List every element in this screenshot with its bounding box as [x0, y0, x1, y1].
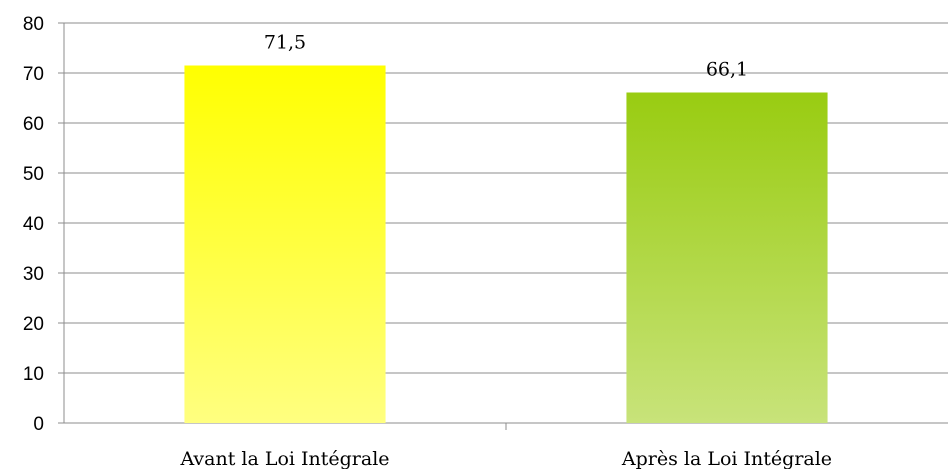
- data-label: 71,5: [264, 32, 306, 54]
- labels: 0 10 20 30 40 50 60 70 80 71,5 Avant la Loi Intégr…: [23, 14, 832, 469]
- y-tick-label: 30: [23, 264, 44, 285]
- y-tick-label: 80: [23, 14, 44, 35]
- data-label: 66,1: [706, 59, 748, 81]
- y-tick-label: 0: [33, 414, 44, 435]
- bar: [626, 92, 828, 423]
- x-tick-label: Après la Loi Intégrale: [621, 448, 832, 469]
- y-tick-label: 50: [23, 164, 44, 185]
- bar: [184, 65, 386, 423]
- y-tick-label: 60: [23, 114, 44, 135]
- y-tick-label: 40: [23, 214, 44, 235]
- y-tick-label: 10: [23, 364, 44, 385]
- y-tick-label: 70: [23, 64, 44, 85]
- bars: [184, 65, 828, 423]
- y-tick-label: 20: [23, 314, 44, 335]
- x-tick-label: Avant la Loi Intégrale: [179, 448, 389, 469]
